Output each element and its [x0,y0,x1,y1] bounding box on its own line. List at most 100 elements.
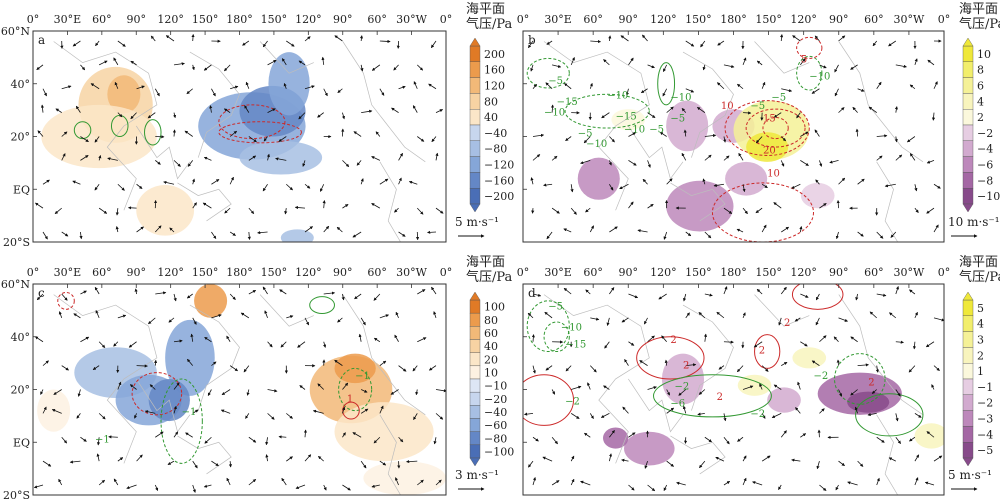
wind-vector [685,88,695,93]
longitude-label: 180° [720,266,747,279]
wind-vector [379,178,389,185]
wind-vector [895,286,899,295]
wind-vector [248,155,257,161]
coastline [838,294,924,416]
longitude-label: 150° [685,266,712,279]
wind-vector [816,461,820,470]
wind-vector [914,207,919,214]
wind-vector [666,407,675,414]
wind-vector [773,384,782,390]
wind-vector [583,432,591,438]
wind-vector [230,85,239,90]
contour-label: −10 [586,139,607,150]
wind-vector [279,289,287,295]
reference-vector-label: 10 m·s⁻¹ [948,215,1000,229]
contour-line [724,100,810,156]
wind-vector [834,88,839,97]
wind-vector [352,432,362,438]
colorbar-tick-label: 40 [484,340,498,353]
wind-vector [77,389,81,397]
contour-line [523,374,575,426]
wind-vector [398,365,407,372]
wind-vector [717,40,725,46]
wind-vector [800,160,809,166]
colorbar-segment [962,410,974,427]
wind-vector [847,481,858,486]
wind-vector [393,64,399,71]
wind-vector [738,152,744,161]
longitude-label: 30°E [54,13,82,26]
wind-vector [413,81,418,89]
pressure-anomaly-shading [792,347,827,369]
wind-vector [742,184,746,193]
wind-vector [759,383,763,390]
contour-line [160,378,203,464]
wind-vector [323,88,328,97]
wind-vector [40,389,44,395]
wind-vector [551,207,560,214]
wind-vector [323,225,330,233]
wind-vector [551,480,560,486]
wind-vector [571,385,582,390]
colorbar-segment [469,45,481,63]
wind-vector [295,484,306,489]
wind-vector [209,105,213,113]
wind-vector [398,231,406,237]
wind-vector [318,455,324,462]
wind-vector [129,384,137,390]
wind-vector [379,360,387,366]
wind-vector [317,112,324,118]
wind-vector [371,156,381,161]
colorbar-segment [469,405,481,419]
longitude-label: 120° [157,13,184,26]
wind-vector [262,286,268,295]
wind-vector [642,178,648,185]
wind-vector [94,184,100,191]
wind-vector [603,385,610,390]
wind-vector [34,202,44,209]
wind-vector [412,365,418,372]
wind-vector [609,184,614,191]
colorbar-segment [962,172,974,189]
contour-line [543,321,570,353]
colorbar-tick-label: 8 [977,64,984,77]
legend-title-line2: 气压/Pa [466,269,513,285]
wind-vector [128,341,137,348]
wind-vector [192,484,196,493]
wind-vector [192,409,199,414]
latitude-label: 20°S [3,236,30,249]
contour-line [526,57,570,89]
wind-vector [96,437,101,446]
colorbar-tick-label: −2 [977,127,993,140]
pressure-anomaly-shading [334,353,376,384]
wind-vector [435,413,444,420]
legend-title-line1: 海平面 [466,255,505,270]
wind-vector [94,286,100,295]
wind-vector [286,183,293,191]
wind-vector [163,180,175,185]
contour-line [762,117,789,140]
wind-vector [379,88,385,96]
wind-vector [895,154,903,161]
colorbar-tick-label: 6 [977,80,984,93]
contour-label: −2 [750,409,765,420]
wind-vector [150,35,156,42]
wind-vector [192,460,198,469]
wind-vector [532,83,537,89]
wind-vector [154,225,162,233]
wind-vector [323,484,327,491]
wind-vector [359,35,364,42]
wind-vector [850,336,858,343]
wind-vector [530,64,534,72]
wind-vector [876,436,885,443]
longitude-label: 90° [333,266,353,279]
wind-vector [240,312,250,319]
contour-line [791,284,844,310]
wind-vector [394,207,399,213]
colorbar-tick-label: −200 [484,190,514,203]
wind-vector [642,34,648,42]
wind-vector [286,456,293,462]
legend-title-line2: 气压/Pa [466,16,513,32]
contour-label: −5 [670,114,685,125]
wind-vector [659,131,667,137]
